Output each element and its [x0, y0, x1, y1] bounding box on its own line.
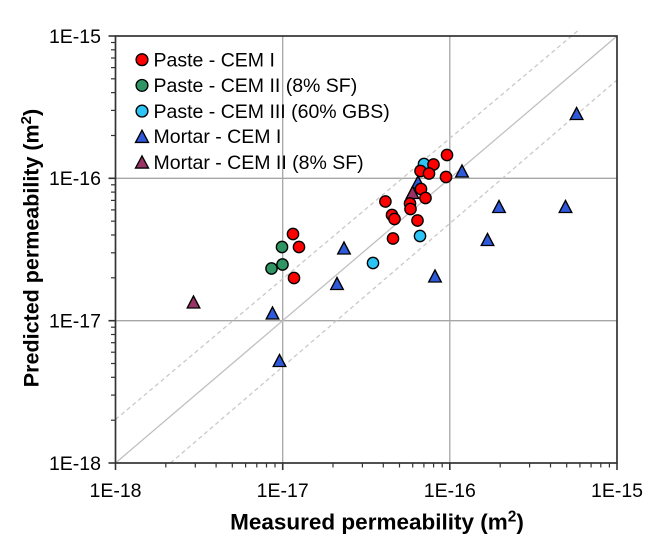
svg-text:Mortar - CEM II (8% SF): Mortar - CEM II (8% SF) [154, 152, 364, 174]
svg-text:Paste - CEM III (60% GBS): Paste - CEM III (60% GBS) [154, 101, 390, 123]
svg-text:Predicted permeability (m2): Predicted permeability (m2) [18, 109, 44, 387]
svg-text:Measured permeability (m2): Measured permeability (m2) [230, 509, 524, 535]
svg-text:1E-17: 1E-17 [49, 311, 101, 333]
svg-text:1E-18: 1E-18 [89, 480, 141, 502]
svg-text:1E-15: 1E-15 [591, 480, 643, 502]
svg-text:1E-16: 1E-16 [49, 168, 101, 190]
svg-text:Paste - CEM II (8% SF): Paste - CEM II (8% SF) [154, 75, 358, 97]
svg-text:1E-15: 1E-15 [49, 26, 101, 48]
svg-text:1E-18: 1E-18 [49, 453, 101, 475]
svg-text:Mortar - CEM I: Mortar - CEM I [154, 126, 282, 148]
svg-text:1E-17: 1E-17 [257, 480, 309, 502]
svg-text:Paste - CEM I: Paste - CEM I [154, 50, 275, 72]
svg-text:1E-16: 1E-16 [424, 480, 476, 502]
